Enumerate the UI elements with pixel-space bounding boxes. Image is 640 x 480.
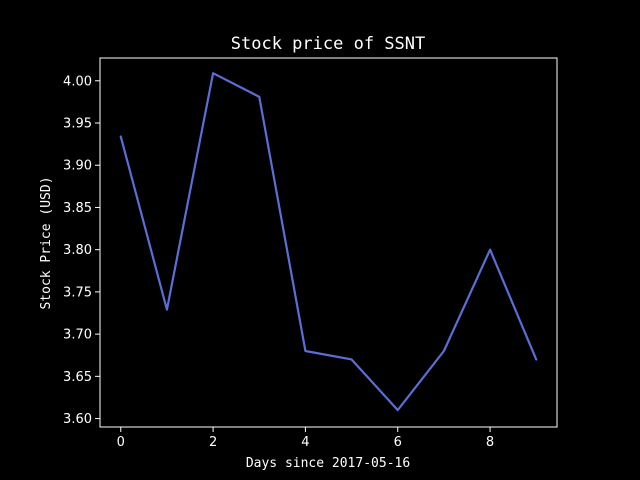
y-axis: 3.60 3.65 3.70 3.75 3.80 3.85 3.90 3.95 4.00 [63, 74, 100, 427]
y-tick-label: 4.00 [63, 74, 92, 89]
y-tick-label: 3.75 [63, 285, 92, 300]
y-tick-label: 3.95 [63, 117, 92, 132]
plot-area [99, 57, 558, 428]
x-axis-label: Days since 2017-05-16 [246, 456, 410, 471]
y-tick-label: 3.85 [63, 201, 92, 216]
chart-title: Stock price of SSNT [231, 34, 425, 54]
series-group [119, 72, 538, 412]
y-tick-label: 3.65 [63, 370, 92, 385]
y-axis-label: Stock Price (USD) [39, 176, 54, 309]
y-tick-label: 3.90 [63, 159, 92, 174]
x-tick-label: 6 [394, 435, 402, 450]
y-tick-label: 3.80 [63, 243, 92, 258]
x-tick-label: 8 [486, 435, 494, 450]
x-tick-label: 2 [209, 435, 217, 450]
y-tick-label: 3.60 [63, 412, 92, 427]
x-tick-label: 0 [117, 435, 125, 450]
series-line [119, 72, 538, 412]
y-tick-label: 3.70 [63, 328, 92, 343]
x-axis: 0 2 4 6 8 [117, 427, 494, 450]
x-tick-label: 4 [301, 435, 309, 450]
